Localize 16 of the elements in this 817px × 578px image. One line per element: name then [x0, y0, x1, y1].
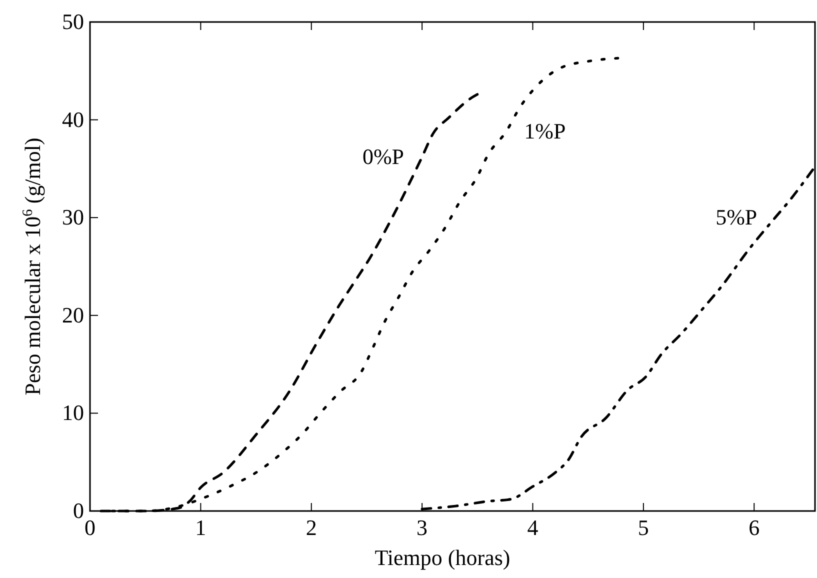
x-tick-label: 6 [748, 515, 760, 540]
series-label: 5%P [716, 204, 758, 230]
y-tick-label: 40 [62, 106, 84, 132]
y-tick-label: 50 [62, 9, 84, 34]
x-tick-label: 2 [306, 515, 317, 540]
y-tick-label: 20 [62, 302, 84, 328]
y-tick-label: 30 [62, 204, 84, 230]
series-label: 0%P [362, 144, 404, 169]
y-tick-label: 10 [62, 400, 84, 426]
x-tick-label: 1 [195, 515, 206, 540]
series-label: 1%P [524, 118, 566, 144]
x-tick-label: 5 [638, 515, 649, 540]
x-tick-label: 4 [527, 515, 538, 540]
x-axis-title: Tiempo (horas) [374, 545, 510, 570]
x-tick-label: 3 [416, 515, 428, 540]
y-tick-label: 0 [73, 498, 84, 523]
